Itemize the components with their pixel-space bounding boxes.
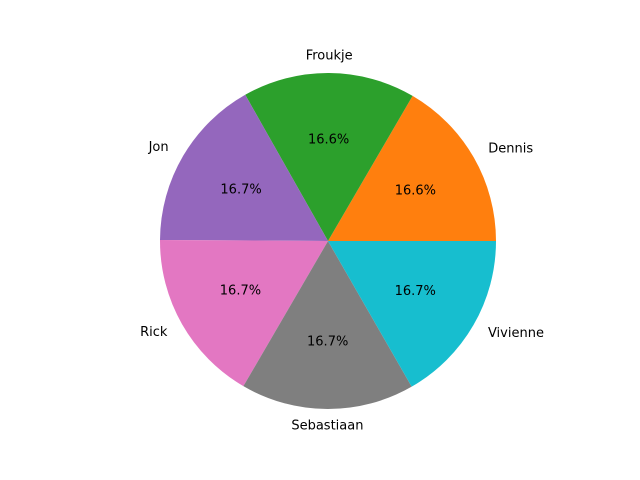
- pie-percent-sebastiaan: 16.7%: [307, 334, 348, 349]
- pie-percent-jon: 16.7%: [220, 182, 261, 197]
- pie-label-froukje: Froukje: [306, 49, 353, 64]
- pie-percent-dennis: 16.6%: [395, 183, 436, 198]
- pie-percent-rick: 16.7%: [220, 283, 261, 298]
- pie-slice-jon: [160, 94, 328, 241]
- pie-slice-sebastiaan: [243, 241, 412, 409]
- pie-label-dennis: Dennis: [488, 141, 533, 156]
- pie-label-jon: Jon: [148, 140, 169, 155]
- pie-percent-froukje: 16.6%: [308, 133, 349, 148]
- pie-slice-rick: [159, 239, 328, 387]
- pie-label-vivienne: Vivienne: [488, 326, 544, 341]
- pie-labels: Dennis 16.6% Froukje 16.6% Jon 16.7% Rick 16.7%…: [140, 49, 544, 434]
- pie-slice-froukje: [245, 72, 413, 241]
- pie-label-rick: Rick: [140, 325, 168, 340]
- pie-slice-vivienne: [328, 241, 496, 387]
- pie-slice-dennis: [328, 95, 496, 241]
- pie-percent-vivienne: 16.7%: [395, 284, 436, 299]
- pie-label-sebastiaan: Sebastiaan: [291, 418, 363, 433]
- pie-slices: [159, 72, 496, 409]
